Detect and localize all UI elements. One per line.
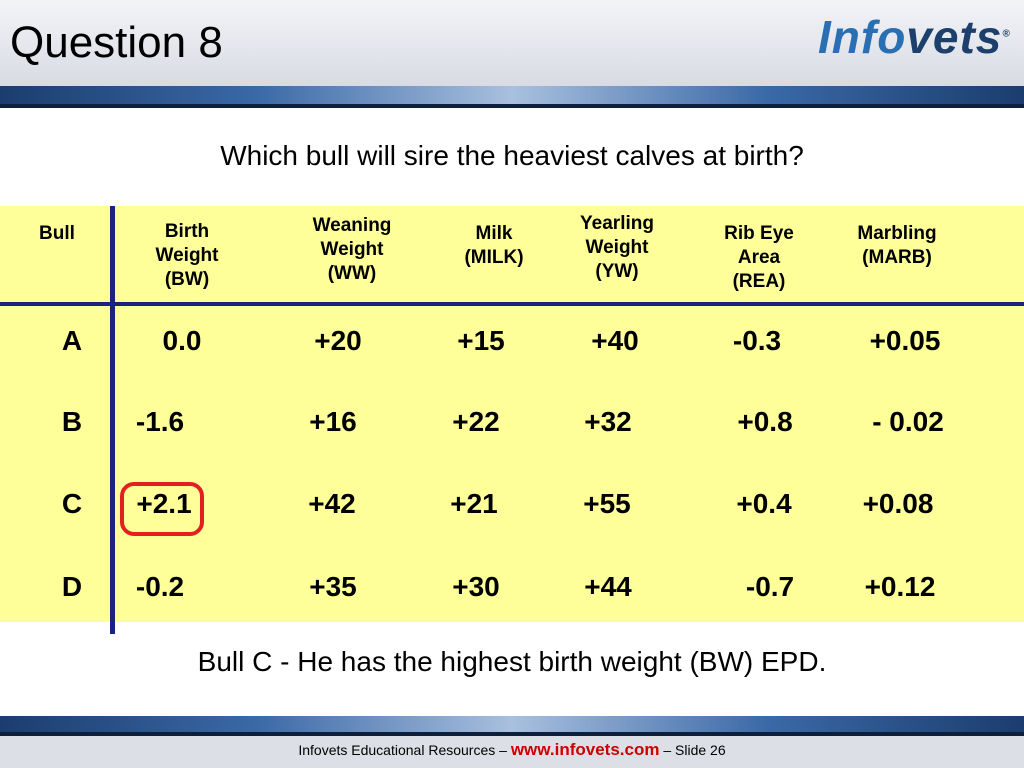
row-d-bull: D	[61, 571, 83, 602]
row-d-rea: -0.7	[745, 571, 795, 602]
answer-highlight-circle	[120, 482, 204, 536]
logo-part-info: Info	[818, 11, 907, 63]
row-a-ww: +20	[314, 325, 362, 356]
header-line: Weight	[585, 237, 649, 258]
row-a-milk: +15	[457, 325, 505, 356]
slide-footer: Infovets Educational Resources – www.inf…	[0, 736, 1024, 768]
row-c-bull: C	[61, 488, 83, 519]
question-text: Which bull will sire the heaviest calves…	[220, 140, 804, 171]
header-bull-line: Bull	[39, 223, 75, 244]
footer-bar	[0, 716, 1024, 736]
row-a-rea: -0.3	[732, 325, 782, 356]
header-line: (MILK)	[464, 247, 524, 268]
row-b-bull: B	[61, 406, 83, 437]
header-line: (YW)	[595, 261, 639, 282]
header-line: Area	[737, 247, 781, 268]
row-b-ww: +16	[309, 406, 357, 437]
header-line: Weight	[320, 239, 384, 260]
row-c-ww: +42	[308, 488, 356, 519]
table-header-rule	[0, 302, 1024, 306]
header-line: (BW)	[164, 269, 210, 290]
row-a-yw: +40	[591, 325, 639, 356]
epd-table-panel	[0, 206, 1024, 622]
row-d-marb: +0.12	[864, 571, 936, 602]
header-bull: Bull	[39, 222, 75, 246]
row-b-rea: +0.8	[737, 406, 793, 437]
header-line: (REA)	[732, 271, 786, 292]
logo-registered-mark: ®	[1002, 28, 1011, 40]
row-c-milk: +21	[450, 488, 498, 519]
row-d-ww: +35	[309, 571, 357, 602]
header-marbling: Marbling (MARB)	[857, 222, 936, 270]
logo-part-vets: vets	[906, 11, 1003, 63]
header-line: Weight	[155, 245, 219, 266]
header-line: Birth	[164, 221, 210, 242]
header-line: (WW)	[327, 263, 377, 284]
answer-text: Bull C - He has the highest birth weight…	[197, 646, 827, 677]
row-c-bw: +2.1	[136, 488, 192, 519]
header-yearling-weight: Yearling Weight (YW)	[580, 212, 654, 284]
header-line: (MARB)	[862, 247, 932, 268]
table-column-rule	[110, 206, 115, 634]
header-rib-eye-area: Rib Eye Area (REA)	[724, 222, 794, 294]
header-line: Rib Eye	[724, 223, 794, 244]
row-a-bw: 0.0	[162, 325, 202, 356]
row-a-bull: A	[61, 325, 83, 356]
slide-header: Question 8 Infovets®	[0, 0, 1024, 86]
header-birth-weight: Birth Weight (BW)	[156, 220, 219, 292]
row-d-milk: +30	[452, 571, 500, 602]
row-a-marb: +0.05	[869, 325, 941, 356]
infovets-logo: Infovets®	[818, 10, 1011, 64]
header-line: Milk	[475, 223, 513, 244]
row-b-milk: +22	[452, 406, 500, 437]
header-line: Weaning	[312, 215, 392, 236]
row-c-marb: +0.08	[862, 488, 934, 519]
row-d-bw: -0.2	[135, 571, 185, 602]
row-d-yw: +44	[584, 571, 632, 602]
header-line: Yearling	[580, 213, 654, 234]
row-b-bw: -1.6	[135, 406, 185, 437]
footer-prefix: Infovets Educational Resources –	[298, 742, 511, 758]
footer-url-link[interactable]: www.infovets.com	[510, 740, 660, 759]
footer-slide-number: – Slide 26	[659, 742, 726, 758]
header-weaning-weight: Weaning Weight (WW)	[313, 214, 392, 286]
row-b-marb: - 0.02	[872, 406, 944, 437]
header-milk: Milk (MILK)	[464, 222, 523, 270]
row-b-yw: +32	[584, 406, 632, 437]
header-line: Marbling	[857, 223, 937, 244]
slide-title: Question 8	[10, 18, 223, 67]
header-bar	[0, 86, 1024, 108]
row-c-rea: +0.4	[736, 488, 792, 519]
row-c-yw: +55	[583, 488, 631, 519]
